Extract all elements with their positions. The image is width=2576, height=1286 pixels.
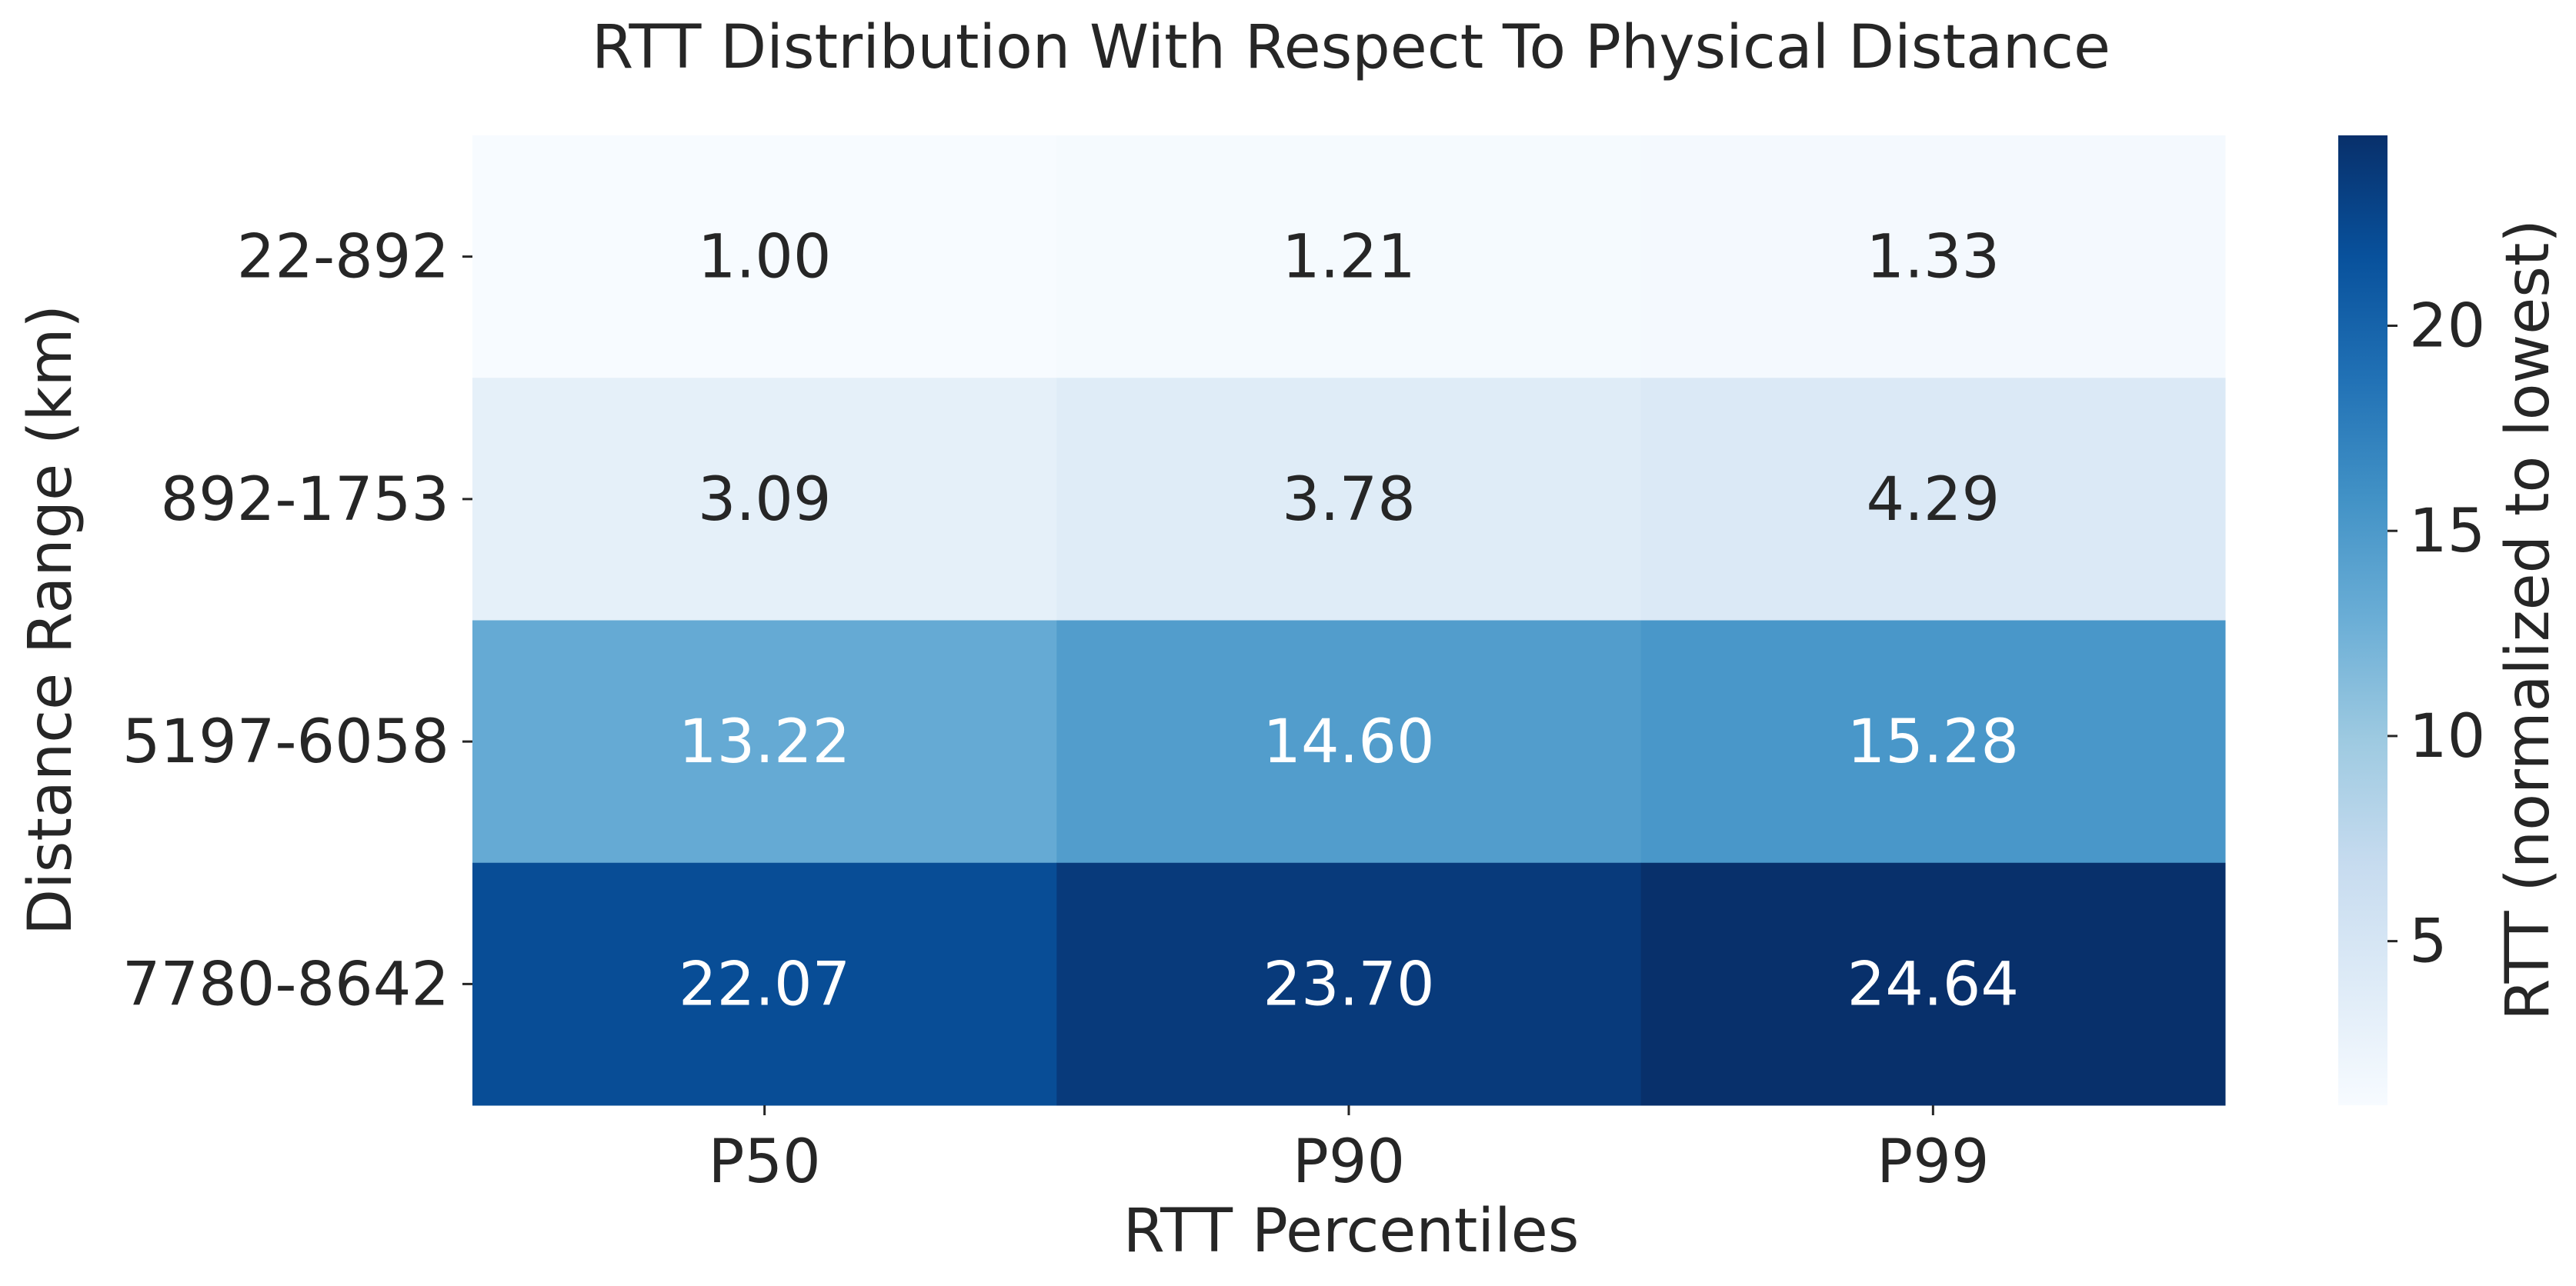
heatmap-cell bbox=[472, 378, 1057, 621]
heatmap-cell bbox=[472, 135, 1057, 378]
y-tick-label: 5197-6058 bbox=[122, 708, 449, 777]
chart-title: RTT Distribution With Respect To Physica… bbox=[592, 13, 2111, 82]
cell-value-label: 15.28 bbox=[1847, 708, 2019, 777]
x-axis-ticks: P50 P90 P99 bbox=[709, 1105, 1989, 1197]
colorbar-tick-label: 20 bbox=[2409, 292, 2485, 361]
heatmap-cell bbox=[1056, 378, 1642, 621]
heatmap-cell bbox=[1056, 620, 1642, 864]
cell-value-label: 3.78 bbox=[1282, 465, 1416, 535]
y-tick-label: 7780-8642 bbox=[122, 950, 449, 1019]
y-axis-ticks: 22-892 892-1753 5197-6058 7780-8642 bbox=[122, 223, 472, 1019]
y-axis-label: Distance Range (km) bbox=[16, 305, 85, 935]
y-tick-label: 22-892 bbox=[237, 223, 449, 292]
colorbar-ticks: 5 10 15 20 bbox=[2387, 292, 2485, 977]
heatmap-grid bbox=[472, 135, 2226, 1106]
heatmap-cell bbox=[1640, 135, 2226, 378]
cell-value-label: 1.33 bbox=[1866, 223, 2000, 292]
colorbar-tick-label: 10 bbox=[2409, 702, 2485, 771]
cell-value-label: 23.70 bbox=[1263, 950, 1434, 1019]
cell-value-labels: 1.00 1.21 1.33 3.09 3.78 4.29 13.22 14.60 15.28 2… bbox=[679, 223, 2019, 1020]
x-tick-label: P90 bbox=[1293, 1128, 1405, 1197]
cell-value-label: 24.64 bbox=[1847, 950, 2019, 1019]
colorbar-tick-label: 15 bbox=[2409, 497, 2485, 566]
heatmap-cell bbox=[1640, 862, 2226, 1106]
cell-value-label: 1.21 bbox=[1282, 223, 1416, 292]
heatmap-cell bbox=[1640, 378, 2226, 621]
cell-value-label: 13.22 bbox=[679, 708, 850, 777]
heatmap-cell bbox=[472, 862, 1057, 1106]
colorbar-label: RTT (normalized to lowest) bbox=[2494, 219, 2563, 1021]
x-tick-label: P99 bbox=[1877, 1128, 1989, 1197]
cell-value-label: 22.07 bbox=[679, 950, 850, 1019]
x-tick-label: P50 bbox=[709, 1128, 821, 1197]
heatmap-cell bbox=[472, 620, 1057, 864]
x-axis-label: RTT Percentiles bbox=[1123, 1197, 1580, 1266]
heatmap-cell bbox=[1056, 135, 1642, 378]
cell-value-label: 14.60 bbox=[1263, 708, 1434, 777]
colorbar bbox=[2338, 135, 2387, 1105]
cell-value-label: 1.00 bbox=[698, 223, 832, 292]
heatmap-cell bbox=[1056, 862, 1642, 1106]
heatmap-cell bbox=[1640, 620, 2226, 864]
y-tick-label: 892-1753 bbox=[160, 465, 449, 535]
colorbar-tick-label: 5 bbox=[2409, 908, 2448, 977]
cell-value-label: 4.29 bbox=[1866, 465, 2000, 535]
cell-value-label: 3.09 bbox=[698, 465, 832, 535]
